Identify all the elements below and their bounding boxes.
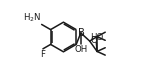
Text: B: B xyxy=(78,28,85,38)
Text: H$_2$N: H$_2$N xyxy=(23,12,41,24)
Text: O: O xyxy=(90,36,97,45)
Text: OH: OH xyxy=(74,45,87,54)
Text: HO: HO xyxy=(90,33,103,42)
Text: F: F xyxy=(40,50,45,59)
